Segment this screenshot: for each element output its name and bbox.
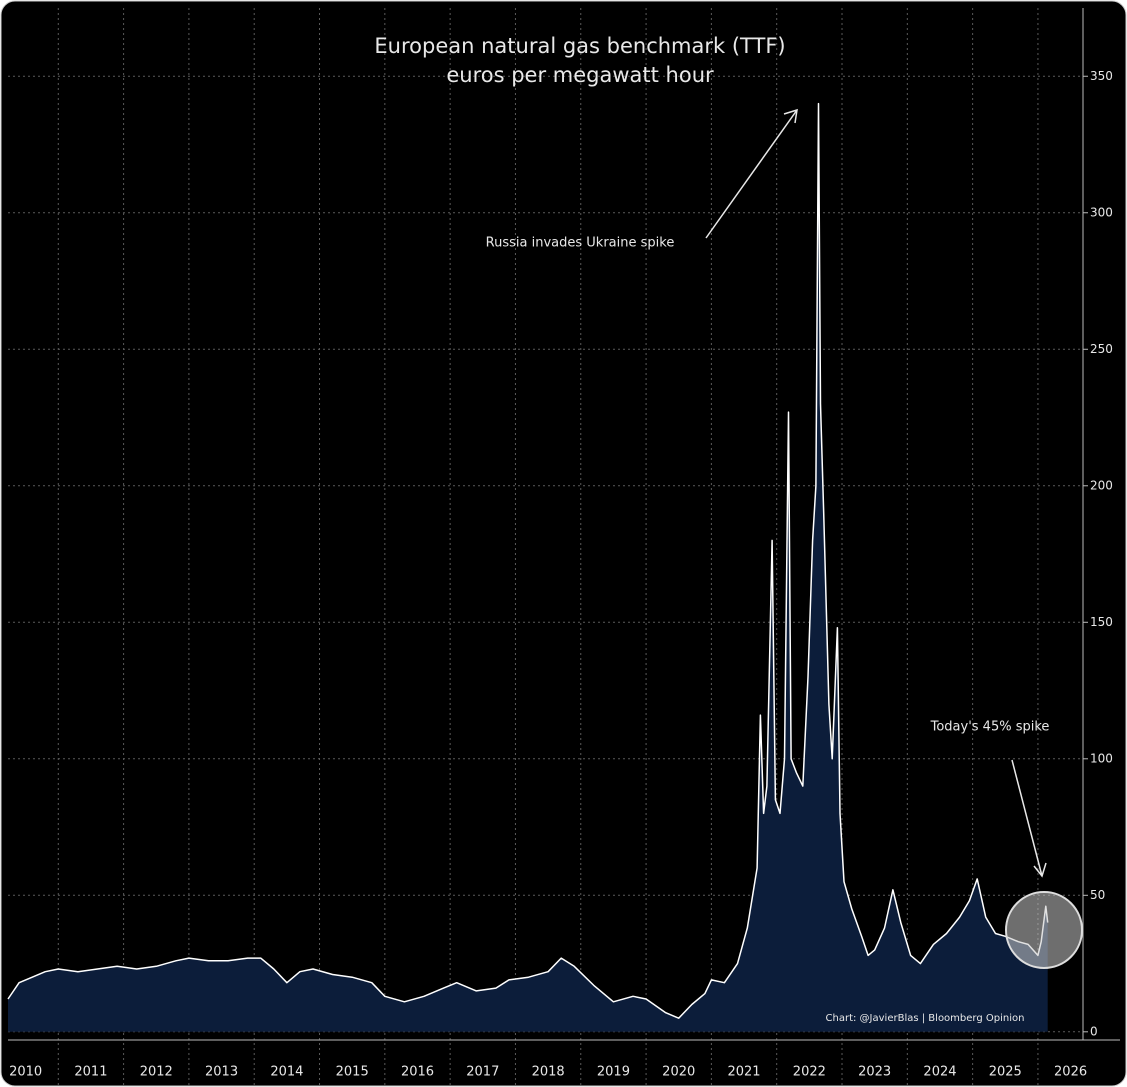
y-tick-label: 250 — [1090, 342, 1113, 356]
x-tick-label: 2012 — [140, 1065, 173, 1080]
chart-title: European natural gas benchmark (TTF) — [374, 34, 785, 58]
x-tick-label: 2025 — [989, 1065, 1022, 1080]
x-tick-label: 2019 — [597, 1065, 630, 1080]
arrow — [1011, 759, 1043, 877]
area — [8, 103, 1048, 1032]
annotation: Russia invades Ukraine spike — [486, 236, 675, 251]
x-tick-label: 2014 — [270, 1065, 303, 1080]
x-tick-label: 2017 — [466, 1065, 499, 1080]
y-tick-label: 200 — [1090, 478, 1113, 492]
x-tick-label: 2022 — [793, 1065, 826, 1080]
credit: Chart: @JavierBlas | Bloomberg Opinion — [826, 1013, 1025, 1024]
x-tick-label: 2023 — [858, 1065, 891, 1080]
annotation: Today's 45% spike — [930, 720, 1050, 735]
x-tick-label: 2021 — [727, 1065, 760, 1080]
arrow-head — [783, 108, 798, 124]
line — [7, 102, 1049, 1019]
y-tick-label: 150 — [1090, 615, 1113, 629]
x-tick-label: 2011 — [74, 1065, 107, 1080]
x-tick-label: 2024 — [923, 1065, 956, 1080]
highlight-circle — [1005, 891, 1083, 969]
x-tick-label: 2018 — [532, 1065, 565, 1080]
y-tick-label: 350 — [1090, 69, 1113, 83]
x-tick-label: 2026 — [1054, 1065, 1087, 1080]
y-tick-label: 100 — [1090, 751, 1113, 765]
x-tick-label: 2016 — [401, 1065, 434, 1080]
y-tick-label: 300 — [1090, 205, 1113, 219]
x-tick-label: 2015 — [336, 1065, 369, 1080]
x-tick-label: 2013 — [205, 1065, 238, 1080]
x-tick-label: 2020 — [662, 1065, 695, 1080]
arrow — [705, 109, 798, 239]
x-tick-label: 2010 — [9, 1065, 42, 1080]
y-tick-label: 0 — [1090, 1024, 1098, 1038]
chart-subtitle: euros per megawatt hour — [446, 63, 714, 87]
y-tick-label: 50 — [1090, 888, 1105, 902]
arrow-head — [1033, 862, 1047, 878]
